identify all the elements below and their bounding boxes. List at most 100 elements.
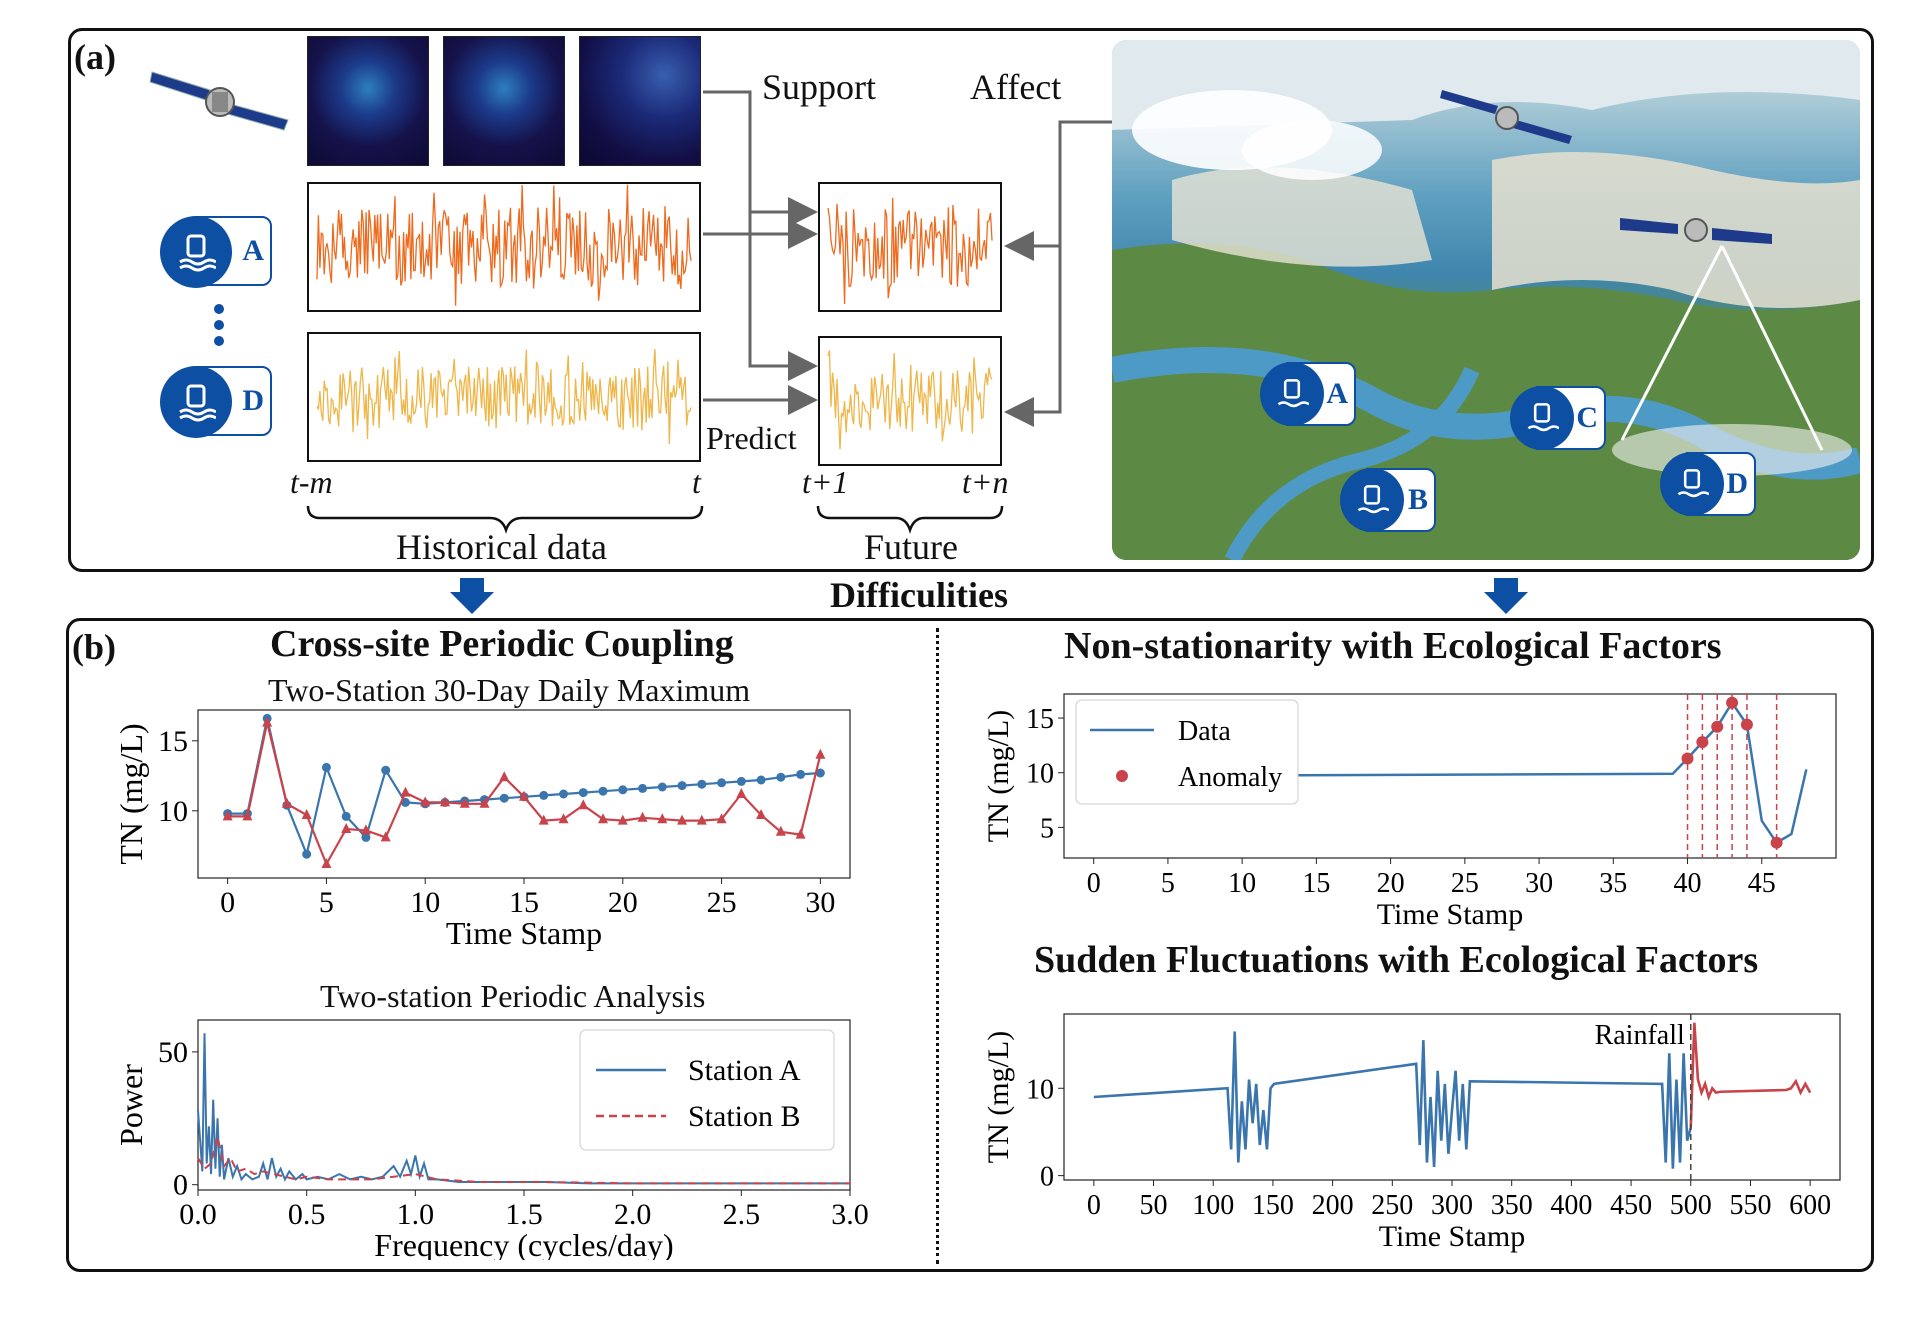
map-station-c-badge xyxy=(1510,386,1574,450)
data-point xyxy=(538,814,549,825)
satellite-icon xyxy=(150,71,289,131)
data-point xyxy=(598,813,609,824)
data-point xyxy=(519,790,529,801)
data-point xyxy=(796,769,806,779)
y-axis-label: TN (mg/L) xyxy=(982,710,1015,842)
down-arrow-icon xyxy=(1484,578,1528,614)
water-sensor-icon xyxy=(1357,485,1389,514)
data-point xyxy=(578,788,588,798)
data-point xyxy=(242,810,253,821)
data-point xyxy=(717,778,727,788)
water-sensor-icon xyxy=(1527,403,1559,432)
x-axis-label: Time Stamp xyxy=(1379,1220,1525,1253)
y-axis-label: TN (mg/L) xyxy=(113,723,149,864)
x-tick-label: 200 xyxy=(1312,1190,1354,1221)
series-line xyxy=(197,1136,850,1185)
series-line xyxy=(827,350,993,450)
data-point xyxy=(302,849,312,859)
data-point xyxy=(657,813,668,824)
x-tick-label: 35 xyxy=(1599,868,1627,899)
x-tick-label: 550 xyxy=(1729,1190,1771,1221)
data-point xyxy=(617,814,628,825)
data-point xyxy=(736,788,747,798)
chart-1-title: Two-Station 30-Day Daily Maximum xyxy=(268,672,751,708)
time-t-plus-1: t+1 xyxy=(802,464,849,500)
x-axis-label: Time Stamp xyxy=(446,915,602,951)
predict-label: Predict xyxy=(706,420,797,456)
x-tick-label: 20 xyxy=(608,886,638,919)
y-tick-label: 10 xyxy=(1026,759,1054,790)
historical-series-d xyxy=(307,332,701,462)
data-point xyxy=(756,775,766,785)
down-arrow-icon xyxy=(450,578,494,614)
x-tick-label: 0 xyxy=(1087,1190,1101,1221)
x-tick-label: 2.0 xyxy=(614,1198,652,1231)
x-tick-label: 10 xyxy=(1228,868,1256,899)
ellipsis-dot xyxy=(214,304,224,314)
panel-b-label: (b) xyxy=(72,627,116,667)
x-tick-label: 450 xyxy=(1610,1190,1652,1221)
non-stationarity-title: Non-stationarity with Ecological Factors xyxy=(1064,625,1722,667)
data-point xyxy=(677,814,688,825)
series-line xyxy=(827,197,993,305)
data-point xyxy=(499,793,509,803)
x-tick-label: 250 xyxy=(1371,1190,1413,1221)
satellite-image-1 xyxy=(307,36,429,166)
y-tick-label: 15 xyxy=(158,725,188,758)
y-tick-label: 15 xyxy=(1026,704,1054,735)
flow-arrows xyxy=(306,90,1130,534)
y-tick-label: 0 xyxy=(173,1169,188,1202)
data-point xyxy=(321,858,332,868)
difficulties-label: Difficulities xyxy=(830,575,1008,615)
legend-label: Station B xyxy=(688,1100,801,1133)
affect-label: Affect xyxy=(970,67,1062,107)
anomaly-point xyxy=(1696,736,1709,749)
rainfall-annotation: Rainfall xyxy=(1595,1020,1685,1051)
series-line xyxy=(1689,1022,1812,1128)
data-point xyxy=(637,811,648,822)
chart-2-title: Two-station Periodic Analysis xyxy=(320,978,706,1014)
y-tick-label: 10 xyxy=(1026,1074,1054,1105)
data-point xyxy=(341,811,351,821)
data-point xyxy=(558,813,569,824)
x-tick-label: 1.0 xyxy=(397,1198,435,1231)
data-point xyxy=(281,797,292,808)
x-tick-label: 400 xyxy=(1550,1190,1592,1221)
data-point xyxy=(696,814,707,825)
data-point xyxy=(479,797,490,808)
ellipsis-dot xyxy=(214,336,224,346)
water-sensor-icon xyxy=(179,384,216,422)
historical-series-a xyxy=(307,182,701,312)
anomaly-point xyxy=(1726,696,1739,709)
y-axis-label: Power xyxy=(113,1064,149,1146)
x-tick-label: 15 xyxy=(1302,868,1330,899)
data-point xyxy=(716,813,727,824)
data-point xyxy=(776,772,786,782)
data-point xyxy=(539,790,549,800)
sudden-fluctuation-chart: 0 50 100 150 200 250 300 350 400 450 500 550 600 0 10 T… xyxy=(982,1013,1841,1253)
panel-b xyxy=(66,618,1874,1272)
x-tick-label: 15 xyxy=(509,886,539,919)
data-point xyxy=(598,786,608,796)
data-point xyxy=(815,768,825,778)
data-point xyxy=(301,809,312,819)
y-tick-label: 0 xyxy=(1040,1162,1054,1193)
y-tick-label: 10 xyxy=(158,795,188,828)
x-tick-label: 30 xyxy=(805,886,835,919)
x-tick-label: 3.0 xyxy=(831,1198,869,1231)
satellite-image-3 xyxy=(579,36,701,166)
x-tick-label: 2.5 xyxy=(723,1198,761,1231)
data-point xyxy=(499,771,510,782)
legend-box xyxy=(1075,699,1299,805)
x-tick-label: 10 xyxy=(410,886,440,919)
water-sensor-icon xyxy=(179,234,216,272)
legend-label: Anomaly xyxy=(1178,762,1282,793)
x-tick-label: 30 xyxy=(1525,868,1553,899)
data-point xyxy=(380,831,391,842)
data-point xyxy=(341,823,352,833)
x-tick-label: 0.0 xyxy=(179,1198,217,1231)
x-tick-label: 5 xyxy=(1161,868,1175,899)
y-tick-label: 50 xyxy=(158,1036,188,1069)
station-d-badge xyxy=(160,366,232,438)
